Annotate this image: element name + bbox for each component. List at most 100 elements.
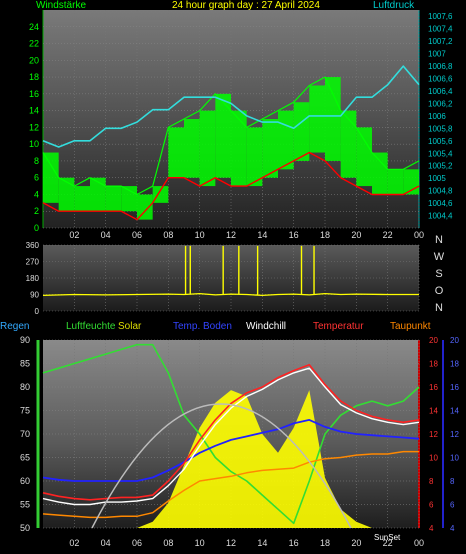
- pressure-ytick-label: 1004,6: [428, 199, 453, 208]
- wind-ytick-label: 6: [34, 173, 39, 183]
- dir-ytick-label: 90: [30, 291, 39, 300]
- wind-dir-letter: O: [435, 285, 444, 297]
- soil-ytick-label: 16: [450, 383, 459, 392]
- pressure-ytick-label: 1007,4: [428, 25, 453, 34]
- wind-xtick-label: 06: [132, 230, 142, 240]
- wind-gust-bar: [325, 77, 341, 161]
- soil-ytick-label: 6: [450, 501, 455, 510]
- hum-xtick-label: 12: [226, 538, 236, 548]
- wind-xtick-label: 02: [69, 230, 79, 240]
- wind-gust-bar: [74, 186, 90, 212]
- hum-xtick-label: 14: [257, 538, 267, 548]
- wind-gust-bar: [184, 119, 200, 178]
- wind-xtick-label: 00: [414, 230, 424, 240]
- wind-gust-bar: [215, 93, 231, 178]
- dir-ytick-label: 0: [35, 307, 40, 316]
- wind-ytick-label: 14: [29, 106, 39, 116]
- wind-ytick-label: 12: [29, 122, 39, 132]
- hum-xtick-label: 22: [383, 538, 393, 548]
- wind-dir-letter: S: [435, 268, 442, 280]
- right-axis-title: Luftdruck: [373, 0, 415, 11]
- pressure-ytick-label: 1006,4: [428, 87, 453, 96]
- temp-ytick-label: 20: [429, 336, 438, 345]
- soil-ytick-label: 12: [450, 430, 459, 439]
- wind-gust-bar: [152, 186, 169, 203]
- wind-xtick-label: 22: [383, 230, 393, 240]
- temp-ytick-label: 14: [429, 407, 438, 416]
- wind-ytick-label: 10: [29, 139, 39, 149]
- pressure-ytick-label: 1006,2: [428, 99, 453, 108]
- soil-ytick-label: 4: [450, 524, 455, 533]
- wind-ytick-label: 2: [34, 206, 39, 216]
- hum-xtick-label: 18: [320, 538, 330, 548]
- pressure-ytick-label: 1005,6: [428, 137, 453, 146]
- wind-gust-bar: [231, 110, 247, 187]
- dir-ytick-label: 270: [26, 258, 40, 267]
- wind-gust-bar: [340, 110, 357, 178]
- pressure-ytick-label: 1006,6: [428, 75, 453, 84]
- wind-ytick-label: 16: [29, 89, 39, 99]
- legend-solar: Solar: [118, 321, 142, 332]
- humidity-ytick-label: 85: [20, 359, 30, 369]
- wind-gust-bar: [246, 127, 263, 187]
- wind-xtick-label: 10: [195, 230, 205, 240]
- humidity-ytick-label: 60: [20, 476, 30, 486]
- dir-ytick-label: 180: [26, 274, 40, 283]
- wind-dir-letter: W: [434, 251, 445, 263]
- wind-gust-bar: [43, 152, 59, 203]
- legend-temperatur: Temperatur: [313, 321, 364, 332]
- dir-ytick-label: 360: [26, 241, 40, 250]
- solar-area: [43, 390, 419, 528]
- legend-regen: Regen: [0, 321, 30, 332]
- legend-temp-boden: Temp. Boden: [173, 321, 232, 332]
- wind-ytick-label: 0: [34, 223, 39, 233]
- humidity-ytick-label: 50: [20, 523, 30, 533]
- wind-ytick-label: 8: [34, 156, 39, 166]
- temp-ytick-label: 4: [429, 524, 434, 533]
- temp-ytick-label: 18: [429, 360, 438, 369]
- pressure-ytick-label: 1007,6: [428, 12, 453, 21]
- temp-ytick-label: 6: [429, 501, 434, 510]
- wind-gust-bar: [168, 127, 184, 178]
- soil-ytick-label: 18: [450, 360, 459, 369]
- wind-gust-bar: [309, 85, 325, 153]
- temp-ytick-label: 16: [429, 383, 438, 392]
- wind-ytick-label: 20: [29, 55, 39, 65]
- wind-gust-bar: [262, 119, 278, 178]
- humidity-ytick-label: 55: [20, 500, 30, 510]
- wind-xtick-label: 04: [101, 230, 111, 240]
- hum-xtick-label: 04: [101, 538, 111, 548]
- dewpoint-line: [42, 450, 419, 519]
- wind-ytick-label: 24: [29, 22, 39, 32]
- legend-windchill: Windchill: [246, 321, 287, 332]
- hum-xtick-label: 20: [351, 538, 361, 548]
- wind-gust-line: [42, 76, 420, 196]
- pressure-ytick-label: 1004,4: [428, 212, 453, 221]
- sun-path-arc: [91, 403, 352, 529]
- wind-xtick-label: 20: [351, 230, 361, 240]
- hum-xtick-label: 10: [195, 538, 205, 548]
- pressure-ytick-label: 1005,8: [428, 124, 453, 133]
- pressure-ytick-label: 1005,4: [428, 149, 453, 158]
- humidity-ytick-label: 65: [20, 453, 30, 463]
- pressure-ytick-label: 1007: [428, 50, 446, 59]
- pressure-ytick-label: 1006,8: [428, 62, 453, 71]
- wind-xtick-label: 14: [257, 230, 267, 240]
- humidity-ytick-label: 90: [20, 335, 30, 345]
- pressure-ytick-label: 1007,2: [428, 37, 453, 46]
- legend-taupunkt: Taupunkt: [390, 321, 431, 332]
- pressure-ytick-label: 1006: [428, 112, 446, 121]
- temp-ytick-label: 12: [429, 430, 438, 439]
- wind-gust-bar: [356, 127, 372, 187]
- pressure-ytick-label: 1005: [428, 174, 446, 183]
- wind-gust-bar: [90, 177, 106, 212]
- wind-xtick-label: 16: [289, 230, 299, 240]
- wind-gust-bar: [293, 102, 310, 161]
- wind-xtick-label: 18: [320, 230, 330, 240]
- humidity-line: [42, 343, 420, 525]
- wind-ytick-label: 18: [29, 72, 39, 82]
- wind-ytick-label: 22: [29, 39, 39, 49]
- sunset-label: SunSet: [374, 533, 401, 542]
- wind-avg-line: [42, 151, 420, 221]
